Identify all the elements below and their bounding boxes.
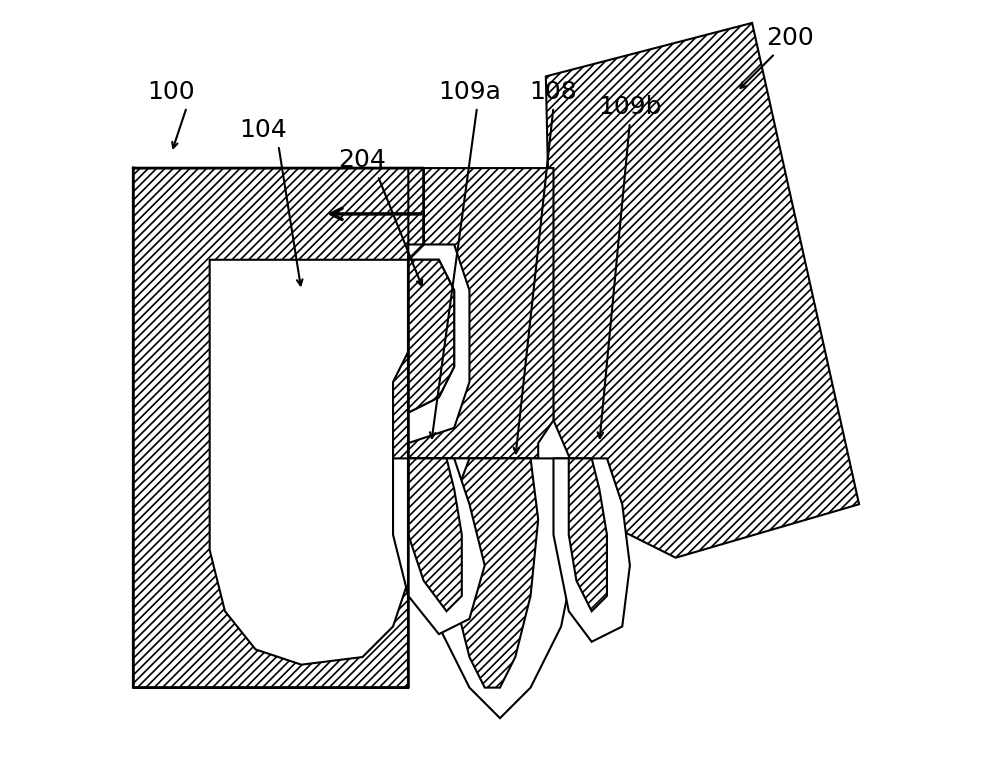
Polygon shape	[408, 458, 462, 611]
Text: 108: 108	[530, 79, 577, 104]
Text: 109a: 109a	[438, 79, 501, 104]
Polygon shape	[408, 260, 454, 413]
Text: 104: 104	[239, 118, 287, 142]
Text: 204: 204	[339, 148, 386, 173]
Polygon shape	[546, 23, 859, 558]
Text: 100: 100	[148, 79, 195, 104]
Polygon shape	[569, 458, 607, 611]
Polygon shape	[393, 458, 485, 634]
Polygon shape	[553, 458, 630, 642]
Polygon shape	[424, 458, 576, 718]
Polygon shape	[408, 260, 454, 413]
Polygon shape	[408, 168, 553, 458]
Polygon shape	[133, 168, 424, 688]
Polygon shape	[447, 458, 538, 688]
Text: 109b: 109b	[598, 95, 662, 119]
Polygon shape	[408, 244, 469, 443]
Text: 200: 200	[766, 26, 814, 50]
Polygon shape	[210, 260, 408, 665]
